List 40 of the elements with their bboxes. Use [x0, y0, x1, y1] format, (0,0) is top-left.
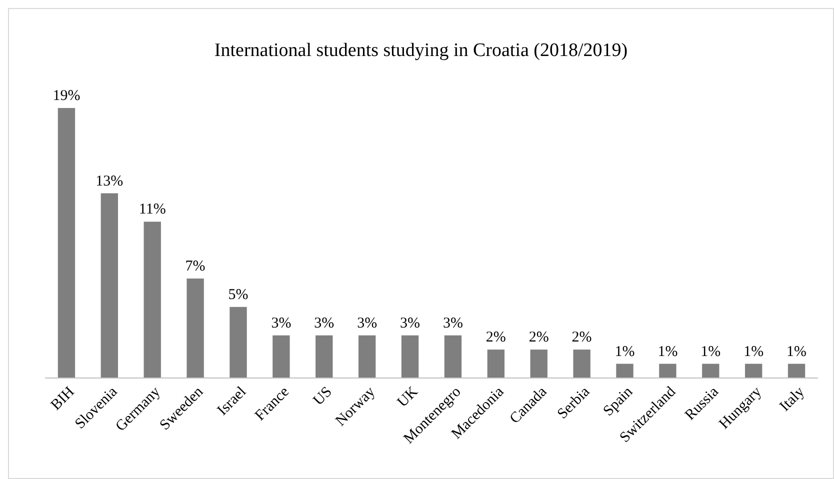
bar	[230, 306, 247, 378]
bar	[744, 364, 762, 378]
data-label: 3%	[400, 315, 420, 332]
bar	[272, 335, 290, 378]
data-label: 1%	[786, 344, 807, 360]
data-label: 1%	[700, 344, 721, 360]
chart-title: International students studying in Croatia (2018/2019)	[214, 40, 628, 61]
bar	[58, 108, 76, 378]
data-label: 13%	[96, 173, 124, 190]
data-label: 3%	[357, 315, 378, 332]
data-label: 1%	[614, 344, 635, 360]
bar	[487, 350, 505, 378]
data-label: 2%	[528, 330, 549, 346]
data-label: 5%	[228, 286, 248, 303]
data-label: 1%	[658, 344, 678, 360]
data-label: 19%	[52, 88, 80, 104]
bar	[702, 364, 720, 378]
x-tick-label: BIH	[48, 384, 78, 414]
data-label: 3%	[271, 315, 292, 332]
x-tick-label: Italy	[777, 384, 808, 415]
data-label: 11%	[138, 202, 166, 218]
data-label: 2%	[572, 330, 592, 346]
bar	[444, 335, 462, 378]
bar	[316, 335, 333, 378]
data-label: 3%	[314, 315, 334, 332]
bar	[100, 193, 118, 378]
x-tick-label: US	[310, 384, 336, 409]
bar	[186, 278, 204, 378]
data-label: 1%	[744, 344, 764, 360]
bar	[659, 364, 676, 378]
bar	[530, 350, 548, 378]
bar	[358, 335, 376, 378]
bar	[616, 364, 634, 378]
data-label: 3%	[442, 315, 463, 332]
bar	[573, 350, 590, 378]
bar	[401, 335, 419, 378]
data-label: 2%	[486, 330, 506, 346]
bar	[144, 222, 161, 378]
bar	[788, 364, 806, 378]
data-label: 7%	[185, 258, 206, 275]
